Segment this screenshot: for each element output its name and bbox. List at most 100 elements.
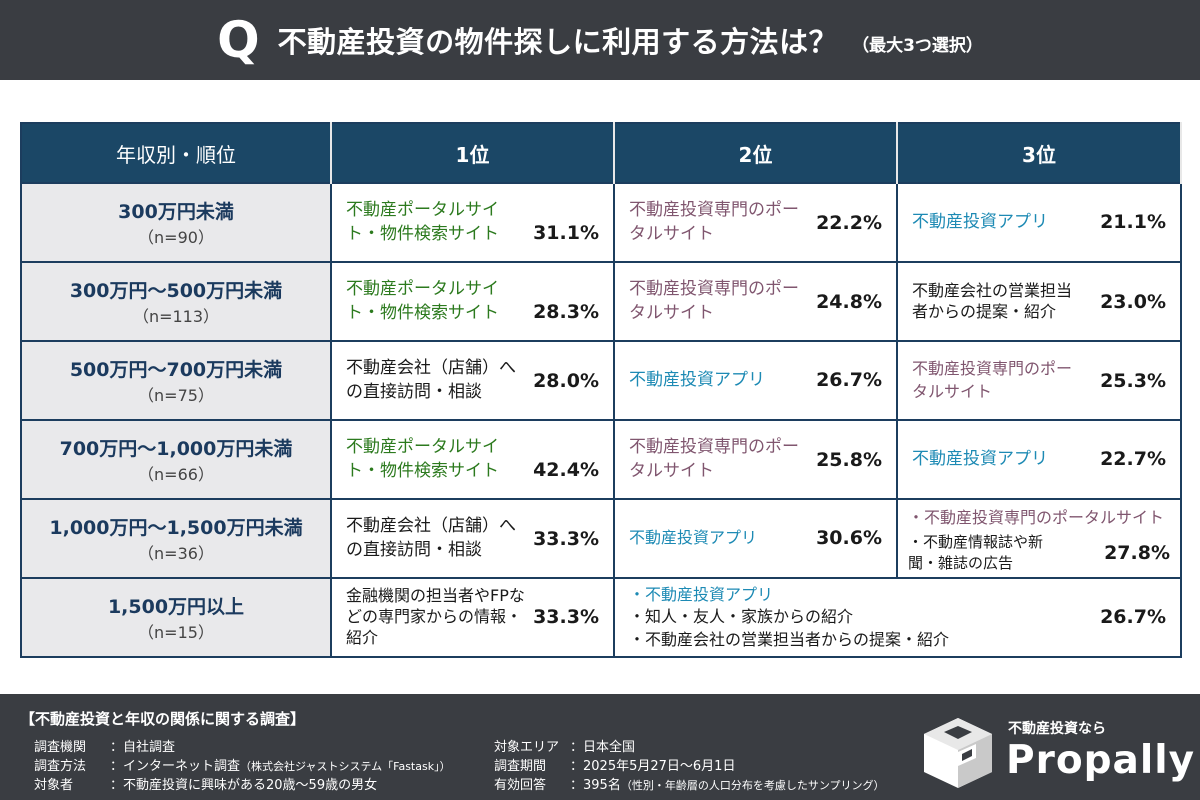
info-label: 調査方法 [34, 759, 87, 774]
info-label: 調査期間 [494, 759, 547, 774]
sample-size: （n=75） [138, 386, 214, 405]
rank-percent: 25.3% [1100, 369, 1166, 392]
rank1-cell: 不動産ポータルサイト・物件検索サイト 42.4% [330, 419, 615, 500]
info-note: （性別・年齢層の人口分布を考慮したサンプリング） [620, 779, 885, 792]
survey-info-row: 調査方法 ：インターネット調査（株式会社ジャストシステム「Fastask」） [34, 755, 451, 774]
info-value: ：395名 [570, 778, 621, 793]
rank-method: 不動産ポータルサイト・物件検索サイト [346, 199, 499, 244]
header-rank-3: 3位 [897, 123, 1182, 183]
rank-method: 不動産投資アプリ [912, 448, 1048, 469]
list-item: ・不動産会社の営業担当者からの提案・紹介 [629, 629, 950, 649]
rank-percent: 28.3% [533, 301, 599, 324]
rank-percent: 30.6% [816, 527, 882, 550]
rank2-cell: 不動産投資専門のポータルサイト 24.8% [613, 261, 898, 342]
table-row: 700万円～1,000万円未満 （n=66） 不動産ポータルサイト・物件検索サイ… [20, 419, 1182, 500]
rank-percent: 27.8% [1104, 541, 1170, 564]
rank-percent: 22.2% [816, 211, 882, 234]
rank-percent: 22.7% [1100, 448, 1166, 471]
list-item: ・不動産投資アプリ [629, 584, 774, 604]
rank2-cell: 不動産投資アプリ 26.7% [613, 340, 898, 421]
category-label: 300万円未満 [118, 201, 234, 223]
list-item: ・知人・友人・家族からの紹介 [629, 607, 854, 627]
rank-percent: 26.7% [1100, 606, 1166, 629]
question-title: 不動産投資の物件探しに利用する方法は？ [277, 25, 839, 59]
rank-method: 不動産投資アプリ [629, 528, 758, 548]
rank-percent: 21.1% [1100, 211, 1166, 234]
rank-method: ・不動産投資専門のポータルサイト [908, 508, 1165, 528]
rank1-cell: 不動産ポータルサイト・物件検索サイト 31.1% [330, 182, 615, 263]
rank-method: 不動産投資専門のポータルサイト [629, 278, 799, 323]
propally-brand: 不動産投資なら Propally [918, 714, 1194, 790]
rank2-3-cell: ・不動産投資アプリ ・知人・友人・家族からの紹介 ・不動産会社の営業担当者からの… [613, 577, 1182, 658]
sample-size: （n=66） [138, 465, 214, 484]
rank3-cell: ・不動産投資専門のポータルサイト ・不動産情報誌や新聞・雑誌の広告 27.8% [896, 498, 1182, 579]
rank-percent: 23.0% [1100, 290, 1166, 313]
table-row: 300万円未満 （n=90） 不動産ポータルサイト・物件検索サイト 31.1% … [20, 182, 1182, 263]
rank-percent: 25.8% [816, 448, 882, 471]
rank-percent: 26.7% [816, 369, 882, 392]
header-rank-2: 2位 [614, 123, 898, 183]
rank3-cell: 不動産会社の営業担当者からの提案・紹介 23.0% [896, 261, 1182, 342]
rank1-cell: 不動産ポータルサイト・物件検索サイト 28.3% [330, 261, 615, 342]
rank3-cell: 不動産投資アプリ 21.1% [896, 182, 1182, 263]
sample-size: （n=113） [132, 307, 220, 326]
rank1-cell: 金融機関の担当者やFPなどの専門家からの情報・紹介 33.3% [330, 577, 615, 658]
rank-percent: 33.3% [533, 527, 599, 550]
category-label: 1,500万円以上 [107, 596, 245, 618]
rank-method: 不動産ポータルサイト・物件検索サイト [346, 278, 499, 323]
propally-logo-icon [924, 718, 992, 788]
rank3-cell: 不動産投資専門のポータルサイト 25.3% [896, 340, 1182, 421]
rank1-cell: 不動産会社（店舗）への直接訪問・相談 33.3% [330, 498, 615, 579]
table-row: 1,000万円～1,500万円未満 （n=36） 不動産会社（店舗）への直接訪問… [20, 498, 1182, 579]
info-label: 対象エリア [494, 740, 560, 755]
info-value: ：日本全国 [570, 740, 636, 755]
category-label: 300万円～500万円未満 [69, 280, 283, 302]
rank-percent: 42.4% [533, 459, 599, 482]
info-value: ：自社調査 [110, 740, 176, 755]
rank2-cell: 不動産投資専門のポータルサイト 25.8% [613, 419, 898, 500]
header-income-rank: 年収別・順位 [21, 123, 332, 183]
survey-info-row: 有効回答 ：395名（性別・年齢層の人口分布を考慮したサンプリング） [494, 774, 885, 793]
header-rank-1: 1位 [331, 123, 615, 183]
question-note: （最大3つ選択） [852, 35, 983, 56]
q-mark: Q [217, 11, 260, 69]
category-label: 1,000万円～1,500万円未満 [49, 517, 303, 539]
rank-percent: 28.0% [533, 369, 599, 392]
survey-footer: 【不動産投資と年収の関係に関する調査】 調査機関 ：自社調査 調査方法 ：インターネ… [0, 694, 1200, 800]
rank-method: 不動産投資アプリ [629, 369, 765, 390]
rank3-cell: 不動産投資アプリ 22.7% [896, 419, 1182, 500]
rank-method: 不動産投資専門のポータルサイト [629, 436, 799, 481]
table-header-row: 年収別・順位 1位 2位 3位 [21, 123, 1182, 183]
info-value: ：2025年5月27日～6月1日 [570, 759, 736, 774]
income-category: 300万円～500万円未満 （n=113） [20, 261, 332, 342]
rank-percent: 24.8% [816, 290, 882, 313]
income-category: 1,500万円以上 （n=15） [20, 577, 332, 658]
info-label: 有効回答 [494, 778, 547, 793]
brand-tagline: 不動産投資なら [1008, 721, 1106, 737]
rank-method: 金融機関の担当者やFPなどの専門家からの情報・紹介 [346, 586, 525, 647]
info-value: ：インターネット調査 [110, 759, 241, 774]
info-note: （株式会社ジャストシステム「Fastask」） [240, 760, 451, 773]
survey-title: 【不動産投資と年収の関係に関する調査】 [20, 710, 306, 728]
income-category: 1,000万円～1,500万円未満 （n=36） [20, 498, 332, 579]
info-label: 調査機関 [34, 740, 87, 755]
rank-method: 不動産投資専門のポータルサイト [912, 359, 1073, 401]
tied-methods-list: ・不動産投資アプリ ・知人・友人・家族からの紹介 ・不動産会社の営業担当者からの… [629, 584, 949, 651]
survey-info-row: 調査機関 ：自社調査 [34, 736, 175, 755]
sample-size: （n=15） [138, 623, 214, 642]
rank-method: ・不動産情報誌や新聞・雑誌の広告 [908, 533, 1044, 572]
income-category: 300万円未満 （n=90） [20, 182, 332, 263]
rank-percent: 31.1% [533, 222, 599, 245]
rank-method: 不動産投資アプリ [912, 211, 1048, 232]
income-category: 700万円～1,000万円未満 （n=66） [20, 419, 332, 500]
rank-method: 不動産ポータルサイト・物件検索サイト [346, 436, 499, 481]
table-row: 1,500万円以上 （n=15） 金融機関の担当者やFPなどの専門家からの情報・… [20, 577, 1182, 658]
question-banner: Q 不動産投資の物件探しに利用する方法は？ （最大3つ選択） [0, 0, 1200, 80]
rank-method: 不動産会社の営業担当者からの提案・紹介 [912, 280, 1073, 321]
category-label: 700万円～1,000万円未満 [59, 438, 293, 460]
info-value: ：不動産投資に興味がある20歳～59歳の男女 [110, 778, 378, 793]
rank-method: 不動産会社（店舗）への直接訪問・相談 [346, 515, 516, 560]
sample-size: （n=90） [138, 228, 214, 247]
info-label: 対象者 [34, 778, 74, 793]
rank-method: 不動産会社（店舗）への直接訪問・相談 [346, 357, 516, 402]
